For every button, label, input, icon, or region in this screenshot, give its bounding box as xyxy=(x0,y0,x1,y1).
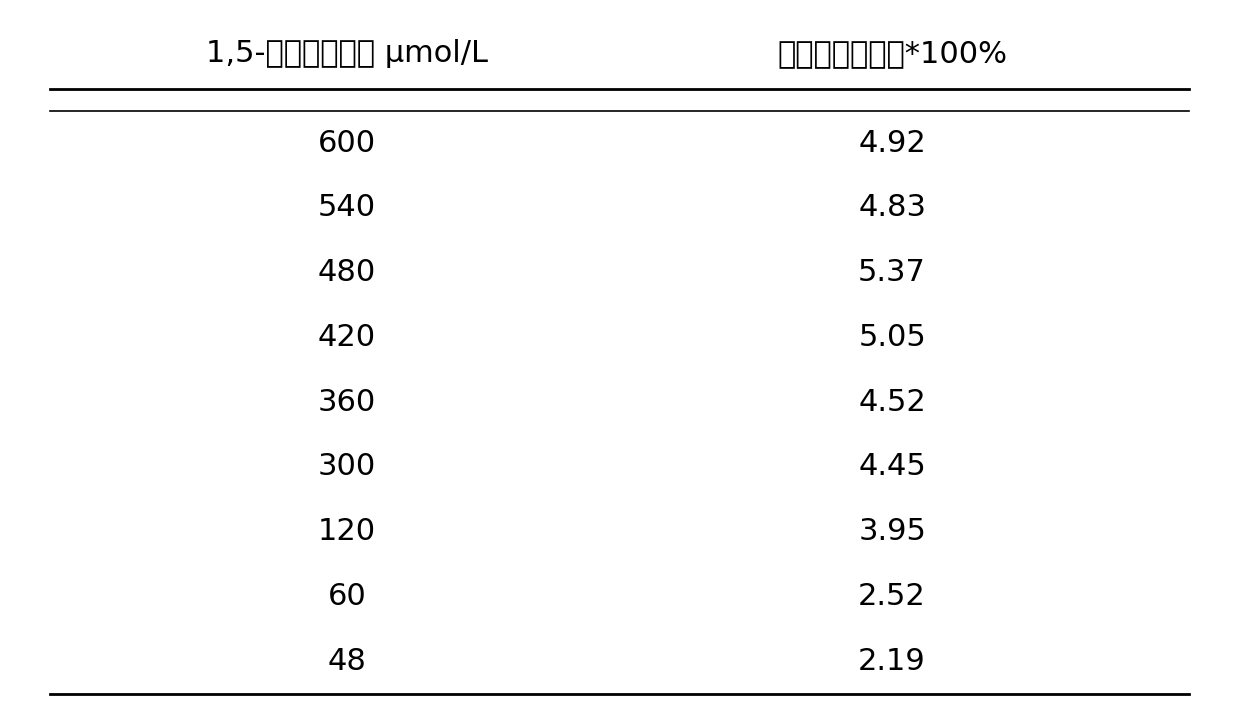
Text: 48: 48 xyxy=(327,646,367,676)
Text: 360: 360 xyxy=(317,388,377,417)
Text: 4.45: 4.45 xyxy=(859,453,926,481)
Text: 300: 300 xyxy=(317,453,377,481)
Text: 600: 600 xyxy=(318,129,375,158)
Text: 4.83: 4.83 xyxy=(859,194,926,222)
Text: 1,5-二羟基萸浓度 μmol/L: 1,5-二羟基萸浓度 μmol/L xyxy=(206,39,488,68)
Text: 2.52: 2.52 xyxy=(859,582,926,611)
Text: 420: 420 xyxy=(318,323,375,352)
Text: 120: 120 xyxy=(318,517,375,546)
Text: 3.95: 3.95 xyxy=(859,517,926,546)
Text: 480: 480 xyxy=(317,258,377,287)
Text: 酰氨酸酶激活率*100%: 酰氨酸酶激活率*100% xyxy=(777,39,1007,68)
Text: 4.92: 4.92 xyxy=(859,129,926,158)
Text: 5.05: 5.05 xyxy=(859,323,926,352)
Text: 60: 60 xyxy=(327,582,367,611)
Text: 2.19: 2.19 xyxy=(859,646,926,676)
Text: 540: 540 xyxy=(318,194,375,222)
Text: 5.37: 5.37 xyxy=(859,258,926,287)
Text: 4.52: 4.52 xyxy=(859,388,926,417)
